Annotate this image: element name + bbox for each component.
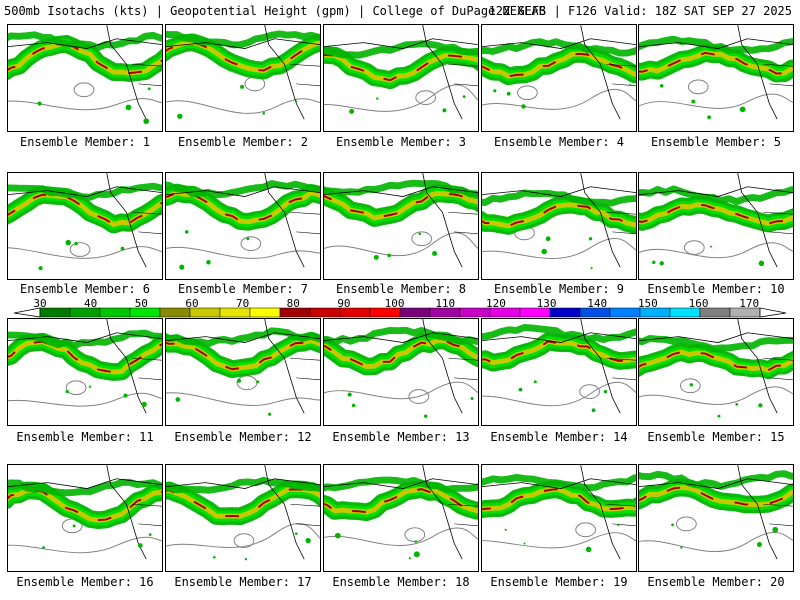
colorbar-tick-label: 110 xyxy=(435,297,456,310)
ensemble-member-label: Ensemble Member: 4 xyxy=(493,135,625,149)
ensemble-panel-7 xyxy=(165,172,321,280)
ensemble-member-label: Ensemble Member: 19 xyxy=(490,575,628,589)
colorbar-tick-label: 60 xyxy=(185,297,199,310)
ensemble-panel-11 xyxy=(7,318,163,426)
ensemble-member-label: Ensemble Member: 17 xyxy=(174,575,312,589)
ensemble-panel-19 xyxy=(481,464,637,572)
ensemble-member-label: Ensemble Member: 11 xyxy=(16,430,154,444)
ensemble-member-label: Ensemble Member: 9 xyxy=(493,282,625,296)
ensemble-member-label: Ensemble Member: 13 xyxy=(332,430,470,444)
model-run-info: 12Z GEFS | F126 Valid: 18Z SAT SEP 27 20… xyxy=(488,4,792,18)
map-title: 500mb Isotachs (kts) | Geopotential Heig… xyxy=(4,4,546,18)
ensemble-panel-18 xyxy=(323,464,479,572)
colorbar-swatch xyxy=(99,307,131,318)
ensemble-member-label: Ensemble Member: 7 xyxy=(177,282,309,296)
colorbar-tick-label: 30 xyxy=(33,297,47,310)
ensemble-panel-17 xyxy=(165,464,321,572)
colorbar-tick-label: 90 xyxy=(337,297,351,310)
ensemble-panel-14 xyxy=(481,318,637,426)
ensemble-panel-6 xyxy=(7,172,163,280)
colorbar-tick-label: 50 xyxy=(134,297,148,310)
ensemble-member-label: Ensemble Member: 20 xyxy=(647,575,785,589)
colorbar-tick-label: 170 xyxy=(739,297,760,310)
ensemble-member-label: Ensemble Member: 5 xyxy=(650,135,782,149)
colorbar-tick-label: 150 xyxy=(637,297,658,310)
ensemble-member-label: Ensemble Member: 14 xyxy=(490,430,628,444)
ensemble-member-label: Ensemble Member: 6 xyxy=(19,282,151,296)
colorbar-tick-label: 160 xyxy=(688,297,709,310)
ensemble-panel-4 xyxy=(481,24,637,132)
ensemble-member-label: Ensemble Member: 10 xyxy=(647,282,785,296)
ensemble-member-label: Ensemble Member: 8 xyxy=(335,282,467,296)
colorbar-tick-label: 120 xyxy=(485,297,506,310)
ensemble-panel-20 xyxy=(638,464,794,572)
colorbar-tick-label: 100 xyxy=(384,297,405,310)
colorbar-swatch xyxy=(609,307,641,318)
ensemble-panel-5 xyxy=(638,24,794,132)
ensemble-panel-2 xyxy=(165,24,321,132)
colorbar-tick-label: 140 xyxy=(587,297,608,310)
ensemble-panel-8 xyxy=(323,172,479,280)
ensemble-panel-13 xyxy=(323,318,479,426)
colorbar-swatch xyxy=(249,307,281,318)
ensemble-panel-15 xyxy=(638,318,794,426)
ensemble-member-label: Ensemble Member: 3 xyxy=(335,135,467,149)
ensemble-member-label: Ensemble Member: 1 xyxy=(19,135,151,149)
colorbar-tick-label: 80 xyxy=(286,297,300,310)
ensemble-panel-10 xyxy=(638,172,794,280)
ensemble-member-label: Ensemble Member: 15 xyxy=(647,430,785,444)
colorbar-tick-label: 130 xyxy=(536,297,557,310)
ensemble-panel-16 xyxy=(7,464,163,572)
ensemble-panel-1 xyxy=(7,24,163,132)
colorbar-tick-label: 70 xyxy=(236,297,250,310)
colorbar-swatch xyxy=(309,307,341,318)
ensemble-panel-3 xyxy=(323,24,479,132)
isotach-colorbar xyxy=(14,307,786,318)
ensemble-member-label: Ensemble Member: 2 xyxy=(177,135,309,149)
ensemble-member-label: Ensemble Member: 16 xyxy=(16,575,154,589)
ensemble-member-label: Ensemble Member: 12 xyxy=(174,430,312,444)
colorbar-right-arrow xyxy=(759,307,786,318)
ensemble-member-label: Ensemble Member: 18 xyxy=(332,575,470,589)
ensemble-panel-9 xyxy=(481,172,637,280)
colorbar-tick-label: 40 xyxy=(84,297,98,310)
ensemble-panel-12 xyxy=(165,318,321,426)
